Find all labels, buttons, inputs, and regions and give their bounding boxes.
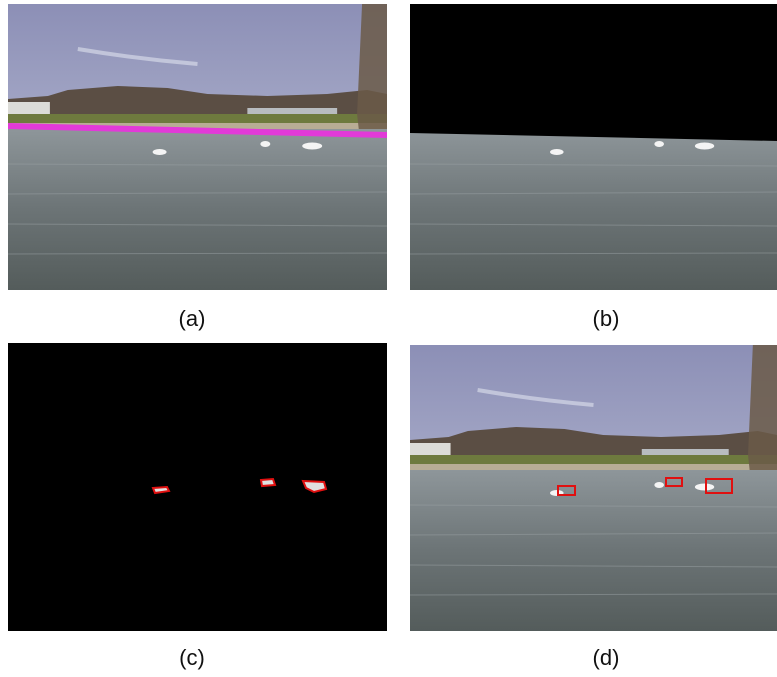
photo [410,345,777,631]
mask [8,343,387,631]
caption: (b) [593,306,620,331]
caption: (a) [179,306,206,331]
page: (a) (b) (c) (d) (() => { const data = JS… [0,0,777,677]
figure: (a) (b) (c) (d) [0,0,777,677]
caption: (c) [179,645,205,670]
caption: (d) [593,645,620,670]
mask [410,4,777,141]
photo [8,4,387,290]
